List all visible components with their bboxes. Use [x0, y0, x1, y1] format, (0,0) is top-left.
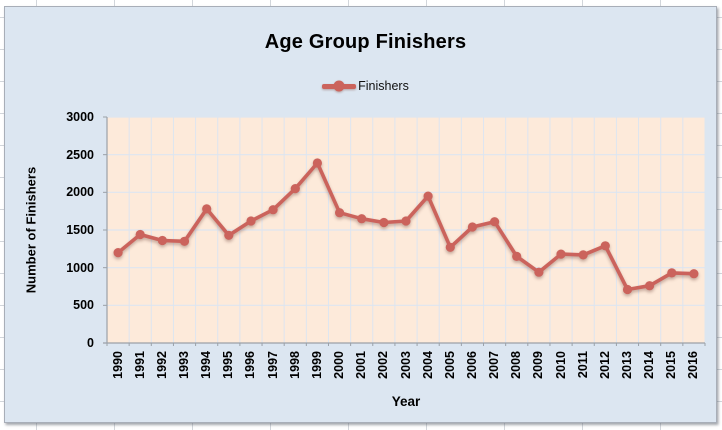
- legend[interactable]: Finishers: [9, 77, 722, 95]
- plot-area[interactable]: [99, 113, 711, 353]
- x-tick-label-1993: 1993: [177, 351, 192, 379]
- x-tick-label-2014: 2014: [642, 351, 657, 379]
- x-tick-label-1994: 1994: [199, 351, 214, 379]
- legend-label: Finishers: [358, 79, 409, 93]
- y-tick-label-1500: 1500: [66, 223, 94, 237]
- x-tick-label-2000: 2000: [332, 351, 347, 379]
- x-tick-label-2007: 2007: [487, 351, 502, 379]
- x-tick-label-2009: 2009: [531, 351, 546, 379]
- x-tick-label-2016: 2016: [686, 351, 701, 379]
- x-tick-label-2008: 2008: [509, 351, 524, 379]
- data-point-1991[interactable]: [135, 229, 145, 240]
- data-point-1990[interactable]: [113, 248, 123, 258]
- data-point-2010[interactable]: [556, 249, 566, 259]
- data-point-2002[interactable]: [379, 217, 389, 228]
- data-point-2014[interactable]: [645, 281, 655, 291]
- legend-line-marker-icon: [322, 80, 357, 92]
- x-tick-label-1990: 1990: [110, 351, 125, 379]
- data-point-2007[interactable]: [490, 217, 500, 227]
- data-point-2004[interactable]: [423, 191, 433, 201]
- data-point-2005[interactable]: [445, 242, 455, 252]
- x-tick-label-2006: 2006: [464, 351, 479, 379]
- x-axis-title: Year: [391, 394, 421, 409]
- data-point-1999[interactable]: [312, 158, 322, 168]
- x-tick-label-2002: 2002: [376, 351, 391, 379]
- x-tick-label-2015: 2015: [664, 351, 679, 379]
- data-point-1997[interactable]: [268, 205, 278, 215]
- x-tick-label-1998: 1998: [287, 351, 302, 379]
- data-point-2003[interactable]: [401, 216, 411, 226]
- data-point-2009[interactable]: [534, 267, 544, 277]
- y-tick-label-500: 500: [73, 298, 94, 313]
- x-tick-label-2012: 2012: [597, 351, 612, 379]
- data-point-1992[interactable]: [157, 235, 167, 246]
- x-tick-label-1999: 1999: [309, 351, 324, 379]
- x-tick-label-1995: 1995: [221, 351, 236, 379]
- data-point-2006[interactable]: [467, 222, 477, 232]
- series-finishers-line: [113, 158, 699, 295]
- data-point-1993[interactable]: [179, 236, 190, 246]
- data-point-1995[interactable]: [224, 230, 234, 240]
- data-point-2016[interactable]: [689, 269, 699, 279]
- x-tick-label-2003: 2003: [398, 351, 413, 379]
- data-point-2012[interactable]: [600, 241, 610, 251]
- data-point-2008[interactable]: [512, 251, 522, 261]
- data-point-1996[interactable]: [246, 216, 256, 226]
- y-tick-label-2000: 2000: [66, 185, 94, 200]
- y-tick-label-3000: 3000: [66, 110, 94, 124]
- y-tick-label-2500: 2500: [66, 147, 94, 162]
- x-tick-label-2004: 2004: [420, 351, 435, 379]
- data-point-2001[interactable]: [357, 214, 367, 224]
- data-point-2015[interactable]: [667, 268, 677, 278]
- data-point-1994[interactable]: [202, 204, 212, 214]
- x-tick-label-1991: 1991: [132, 351, 147, 379]
- y-axis-title: Number of Finishers: [23, 166, 39, 294]
- data-point-2000[interactable]: [335, 208, 345, 218]
- chart-title: Age Group Finishers: [264, 31, 467, 53]
- legend-circle-marker-icon: [333, 80, 345, 92]
- x-tick-label-2001: 2001: [354, 351, 369, 379]
- x-tick-label-1996: 1996: [243, 351, 258, 379]
- data-point-2013[interactable]: [622, 284, 633, 295]
- x-tick-label-1997: 1997: [265, 351, 280, 379]
- x-tick-label-1992: 1992: [154, 351, 169, 379]
- y-tick-label-0: 0: [87, 336, 94, 350]
- x-tick-label-2010: 2010: [553, 351, 568, 379]
- x-tick-label-2011: 2011: [575, 351, 590, 379]
- y-tick-label-1000: 1000: [66, 260, 94, 275]
- x-tick-label-2005: 2005: [442, 351, 457, 379]
- data-point-2011[interactable]: [578, 250, 588, 260]
- x-tick-label-2013: 2013: [619, 351, 634, 379]
- data-point-1998[interactable]: [290, 184, 300, 194]
